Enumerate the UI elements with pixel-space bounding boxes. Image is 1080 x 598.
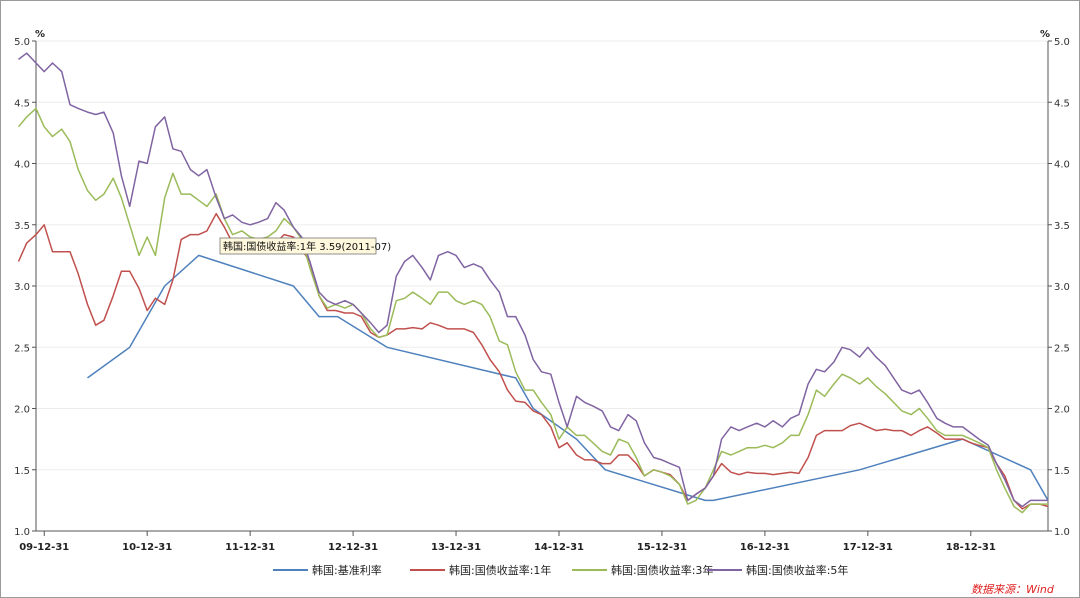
series-line-y1 <box>17 212 1049 510</box>
x-tick-label: 12-12-31 <box>328 542 378 553</box>
y-unit-left: % <box>35 29 45 40</box>
y-unit-right: % <box>1040 29 1050 40</box>
y-tick-label-left: 1.0 <box>14 527 30 538</box>
source-label: 数据来源：Wind <box>971 583 1055 596</box>
data-tooltip: 韩国:国债收益率:1年 3.59(2011-07) <box>219 237 391 255</box>
y-tick-label-right: 1.0 <box>1054 527 1070 538</box>
x-tick-label: 16-12-31 <box>740 542 790 553</box>
x-tick-label: 15-12-31 <box>637 542 687 553</box>
y-tick-label-right: 3.0 <box>1054 282 1070 293</box>
series-line-y3 <box>17 107 1048 514</box>
x-tick-label: 18-12-31 <box>946 542 996 553</box>
legend: 韩国:基准利率 韩国:国债收益率:1年 韩国:国债收益率:3年 韩国:国债收益率:5年 <box>273 563 848 577</box>
x-tick-label: 11-12-31 <box>225 542 275 553</box>
series-line-y5 <box>18 52 1048 508</box>
y-tick-label-left: 2.5 <box>14 343 30 354</box>
axes: % % <box>35 29 1050 532</box>
y-tick-label-left: 5.0 <box>14 37 30 48</box>
x-tick-label: 10-12-31 <box>122 542 172 553</box>
x-tick-label: 17-12-31 <box>843 542 893 553</box>
legend-label-y1: 韩国:国债收益率:1年 <box>449 563 551 577</box>
series-lines <box>17 52 1049 514</box>
x-tick-labels: 09-12-31 10-12-31 11-12-31 12-12-31 13-12-31… <box>19 531 996 553</box>
y-tick-label-right: 3.5 <box>1054 221 1070 232</box>
y-tick-label-right: 4.0 <box>1054 160 1070 171</box>
y-tick-label-right: 1.5 <box>1054 466 1070 477</box>
x-tick-label: 13-12-31 <box>431 542 481 553</box>
y-tick-label-right: 2.5 <box>1054 343 1070 354</box>
x-tick-label: 09-12-31 <box>19 542 69 553</box>
y-tick-label-right: 4.5 <box>1054 98 1070 109</box>
series-line-base_rate <box>87 254 1049 502</box>
y-tick-label-left: 4.0 <box>14 160 30 171</box>
tooltip-box <box>219 237 377 255</box>
y-tick-label-left: 4.5 <box>14 98 30 109</box>
legend-label-base_rate: 韩国:基准利率 <box>312 563 382 577</box>
y-tick-label-left: 3.0 <box>14 282 30 293</box>
y-tick-label-left: 2.0 <box>14 405 30 416</box>
x-tick-label: 14-12-31 <box>534 542 584 553</box>
y-tick-label-right: 5.0 <box>1054 37 1070 48</box>
legend-label-y5: 韩国:国债收益率:5年 <box>746 563 848 577</box>
y-tick-label-right: 2.0 <box>1054 405 1070 416</box>
y-tick-label-left: 3.5 <box>14 221 30 232</box>
tooltip-text: 韩国:国债收益率:1年 3.59(2011-07) <box>223 240 391 253</box>
gridlines <box>36 40 1048 532</box>
legend-label-y3: 韩国:国债收益率:3年 <box>611 563 713 577</box>
y-tick-labels: 1.0 1.0 1.5 1.5 2.0 2.0 2.5 2.5 3.0 3.0 3.5 3.5 4.0 4… <box>14 37 1070 538</box>
y-tick-label-left: 1.5 <box>14 466 30 477</box>
